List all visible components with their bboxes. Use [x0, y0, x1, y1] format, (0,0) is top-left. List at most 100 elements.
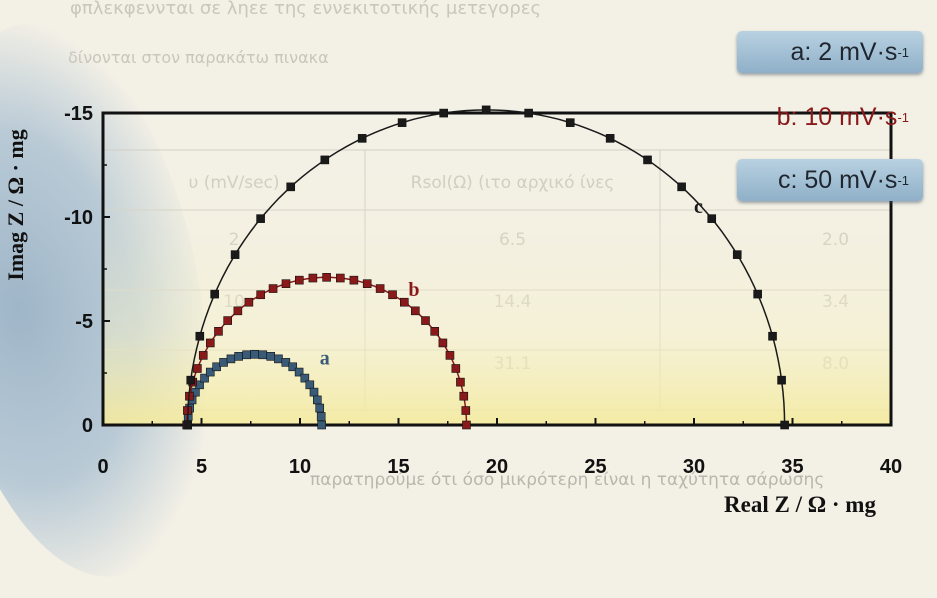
- series-b-point: [438, 338, 448, 348]
- series-c-point: [643, 155, 652, 165]
- series-b-point: [256, 290, 265, 300]
- series-b-point: [205, 338, 215, 348]
- legend-sup-a: -1: [897, 44, 909, 60]
- series-c-point: [210, 289, 219, 299]
- series-b-point: [462, 420, 471, 430]
- series-a-point: [200, 373, 209, 383]
- series-a-label: a: [320, 348, 330, 370]
- series-b-point: [281, 279, 291, 288]
- series-b-point: [388, 290, 397, 300]
- series-a-point: [219, 358, 228, 367]
- series-a-point: [300, 373, 310, 383]
- series-b-point: [456, 377, 465, 387]
- series-a-point: [294, 367, 304, 377]
- legend-sup-b: -1: [897, 109, 909, 125]
- x-tick-label: 35: [781, 456, 803, 478]
- series-a-point: [258, 350, 268, 360]
- series-b-point: [400, 297, 409, 307]
- series-b-label: b: [408, 279, 419, 301]
- series-a-point: [274, 354, 283, 364]
- series-c-point: [397, 118, 407, 127]
- series-c-point: [481, 105, 491, 115]
- y-tick-label: -5: [75, 311, 93, 333]
- legend-item-b: b: 10 mV·s -1: [737, 96, 923, 138]
- x-tick-label: 20: [486, 456, 508, 478]
- y-tick-label: 0: [82, 415, 93, 437]
- legend-item-a: a: 2 mV·s -1: [737, 31, 923, 73]
- series-a-point: [242, 350, 251, 360]
- series-b-point: [198, 351, 208, 360]
- background-text-top: φπλεκφεννται σε ληεε της εννεκιτοτικής μ…: [70, 0, 542, 19]
- series-a-point: [212, 362, 221, 372]
- series-c-point: [195, 331, 205, 341]
- x-axis-title: Real Z / Ω · mg: [724, 492, 876, 517]
- x-tick-label: 10: [289, 456, 311, 478]
- series-c-point: [707, 214, 717, 223]
- x-tick-label: 15: [387, 456, 409, 478]
- y-tick-label: -15: [64, 103, 93, 125]
- series-a-point: [281, 358, 291, 367]
- series-c-point: [524, 108, 533, 118]
- series-c-point: [256, 214, 265, 223]
- series-b-point: [244, 297, 254, 307]
- series-b-point: [349, 275, 359, 285]
- series-b-point: [233, 306, 243, 316]
- series-c-label: c: [694, 196, 703, 218]
- series-a-point: [309, 387, 319, 397]
- series-b-point: [322, 273, 331, 282]
- series-b-point: [336, 273, 345, 283]
- series-c-point: [605, 134, 615, 143]
- series-a-point: [266, 352, 276, 361]
- series-a-point: [305, 380, 315, 390]
- series-b-point: [268, 284, 278, 293]
- series-b-point: [193, 364, 202, 373]
- series-b-point: [223, 316, 232, 325]
- series-a-point: [226, 354, 236, 364]
- background-text-bottom: παρατηρούμε ότι όσο μικρότερη είναι η τα…: [310, 470, 825, 490]
- series-a-point: [315, 403, 325, 413]
- series-b-point: [430, 327, 440, 336]
- series-c-point: [230, 250, 240, 259]
- legend-text-a: a: 2 mV·s: [790, 37, 898, 66]
- series-c-point: [286, 182, 296, 192]
- series-b-point: [295, 275, 304, 285]
- series-c-point: [768, 331, 777, 341]
- series-b-point: [445, 351, 455, 360]
- x-tick-label: 40: [880, 456, 902, 478]
- series-a-point: [288, 362, 298, 372]
- series-b-point: [461, 406, 471, 415]
- series-c-point: [439, 108, 448, 118]
- series-a-point: [234, 352, 243, 361]
- series-c-point: [186, 375, 196, 385]
- series-c-point: [677, 182, 686, 192]
- x-tick-label: 5: [196, 456, 207, 478]
- background-text-top2: δίνονται στον παρακάτω πινακα: [68, 48, 329, 67]
- series-c-point: [753, 289, 762, 299]
- series-b-point: [214, 327, 223, 336]
- x-tick-label: 25: [584, 456, 606, 478]
- y-tick-label: -10: [64, 207, 93, 229]
- series-c-point: [565, 118, 575, 127]
- legend-sup-c: -1: [897, 172, 909, 188]
- legend-text-b: b: 10 mV·s: [776, 102, 898, 131]
- series-b-point: [362, 279, 372, 288]
- legend-item-c: c: 50 mV·s -1: [737, 159, 923, 201]
- x-tick-label: 0: [97, 456, 108, 478]
- y-axis-title: Imag Z / Ω · mg: [3, 129, 28, 280]
- legend-text-c: c: 50 mV·s: [777, 165, 898, 194]
- x-tick-label: 30: [683, 456, 705, 478]
- legend: a: 2 mV·s -1 b: 10 mV·s -1 c: 50 mV·s -1: [737, 31, 923, 211]
- series-b-point: [451, 364, 461, 373]
- series-b-point: [411, 306, 420, 316]
- series-b-point: [421, 316, 430, 325]
- series-c-point: [780, 420, 789, 430]
- series-b-point: [308, 273, 318, 283]
- series-b-point: [459, 391, 469, 401]
- series-c-point: [732, 250, 742, 259]
- series-c-point: [777, 375, 786, 385]
- series-a-point: [250, 349, 259, 359]
- series-c-point: [320, 155, 330, 165]
- series-b-point: [375, 284, 385, 293]
- series-a-point: [317, 420, 326, 430]
- series-c-point: [357, 134, 367, 143]
